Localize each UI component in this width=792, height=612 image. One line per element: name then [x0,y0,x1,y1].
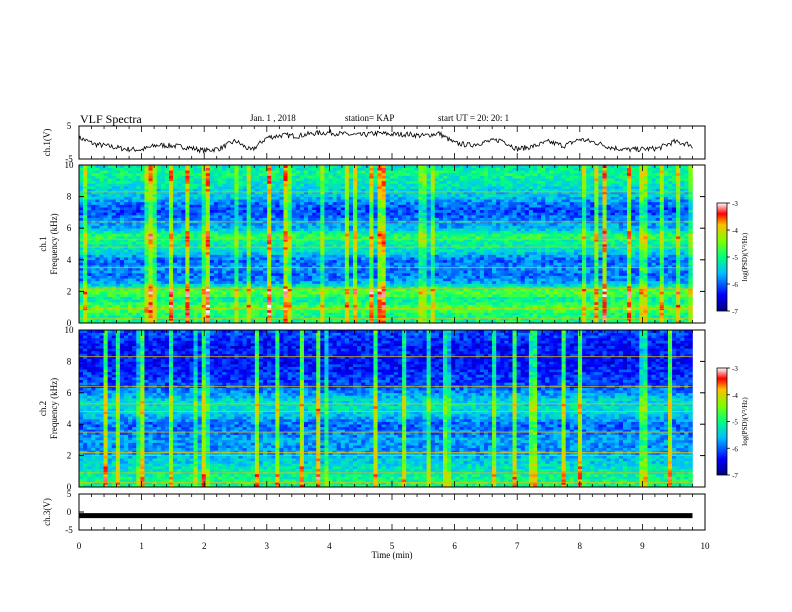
ch2-colorbar-tick-label: -3 [732,365,738,373]
xtick-label: 3 [265,541,270,551]
ch1-colorbar-tick-label: -7 [732,308,738,316]
xtick-label: 9 [640,541,645,551]
ch2-ytick-label: 4 [67,419,72,429]
ch2-colorbar-label: log(PSD)(V²/Hz) [741,397,749,446]
ch2-ylabel-channel: ch.2 [38,401,48,416]
ch3-ytick-label: 5 [67,489,72,499]
ch1-colorbar-tick-label: -5 [732,254,738,262]
ch2-colorbar-tick-label: -7 [732,472,738,480]
ch1-colorbar [717,203,727,311]
ch1-ylabel-frequency: Frequency (kHz) [49,213,59,274]
ch2-colorbar-tick-label: -4 [732,392,738,400]
ch2-ytick-label: 2 [67,451,72,461]
xtick-label: 2 [202,541,207,551]
vlf-spectra-figure: 5-5ch.1(V)0246810ch.1 Frequency (kHz)-3-4… [0,0,792,612]
ch1-ytick-label: 4 [67,255,72,265]
ch1-ytick-label: 2 [67,286,72,296]
xtick-label: 10 [701,541,711,551]
ch3-ytick-label: -5 [65,525,73,535]
ch1-ytick-label: 6 [67,223,72,233]
ch1-colorbar-label: log(PSD)(V²/Hz) [741,232,749,281]
ch1-ytick-label: 8 [67,192,72,202]
x-axis-label: Time (min) [372,550,413,560]
ch2-colorbar [717,368,727,475]
ch2-ytick-label: 10 [65,325,75,335]
ch2-ylabel-frequency: Frequency (kHz) [49,378,59,439]
xtick-label: 6 [452,541,457,551]
ch1-colorbar-tick-label: -6 [732,281,738,289]
ch2-ytick-label: 8 [67,356,72,366]
ch2-colorbar-tick-label: -6 [732,445,738,453]
ch1-series-line [79,130,693,153]
xtick-label: 8 [578,541,583,551]
xtick-label: 4 [327,541,332,551]
ch1-ylabel: ch.1(V) [42,129,52,157]
xtick-label: 1 [139,541,144,551]
ch2-ytick-label: 6 [67,388,72,398]
ch1-ylabel-channel: ch.1 [38,236,48,251]
ch1-colorbar-tick-label: -4 [732,227,738,235]
ch1-ytick-label: 5 [67,121,72,131]
ch2-heatmap-cells [79,330,693,487]
xtick-label: 0 [77,541,82,551]
ch3-ylabel: ch.3(V) [42,498,52,526]
ch2-colorbar-tick-label: -5 [732,419,738,427]
xtick-label: 7 [515,541,520,551]
ch3-ytick-label: 0 [67,507,72,517]
ch1-heatmap-cells [79,165,693,323]
ch1-colorbar-tick-label: -3 [732,200,738,208]
ch1-ytick-label: 10 [65,160,75,170]
